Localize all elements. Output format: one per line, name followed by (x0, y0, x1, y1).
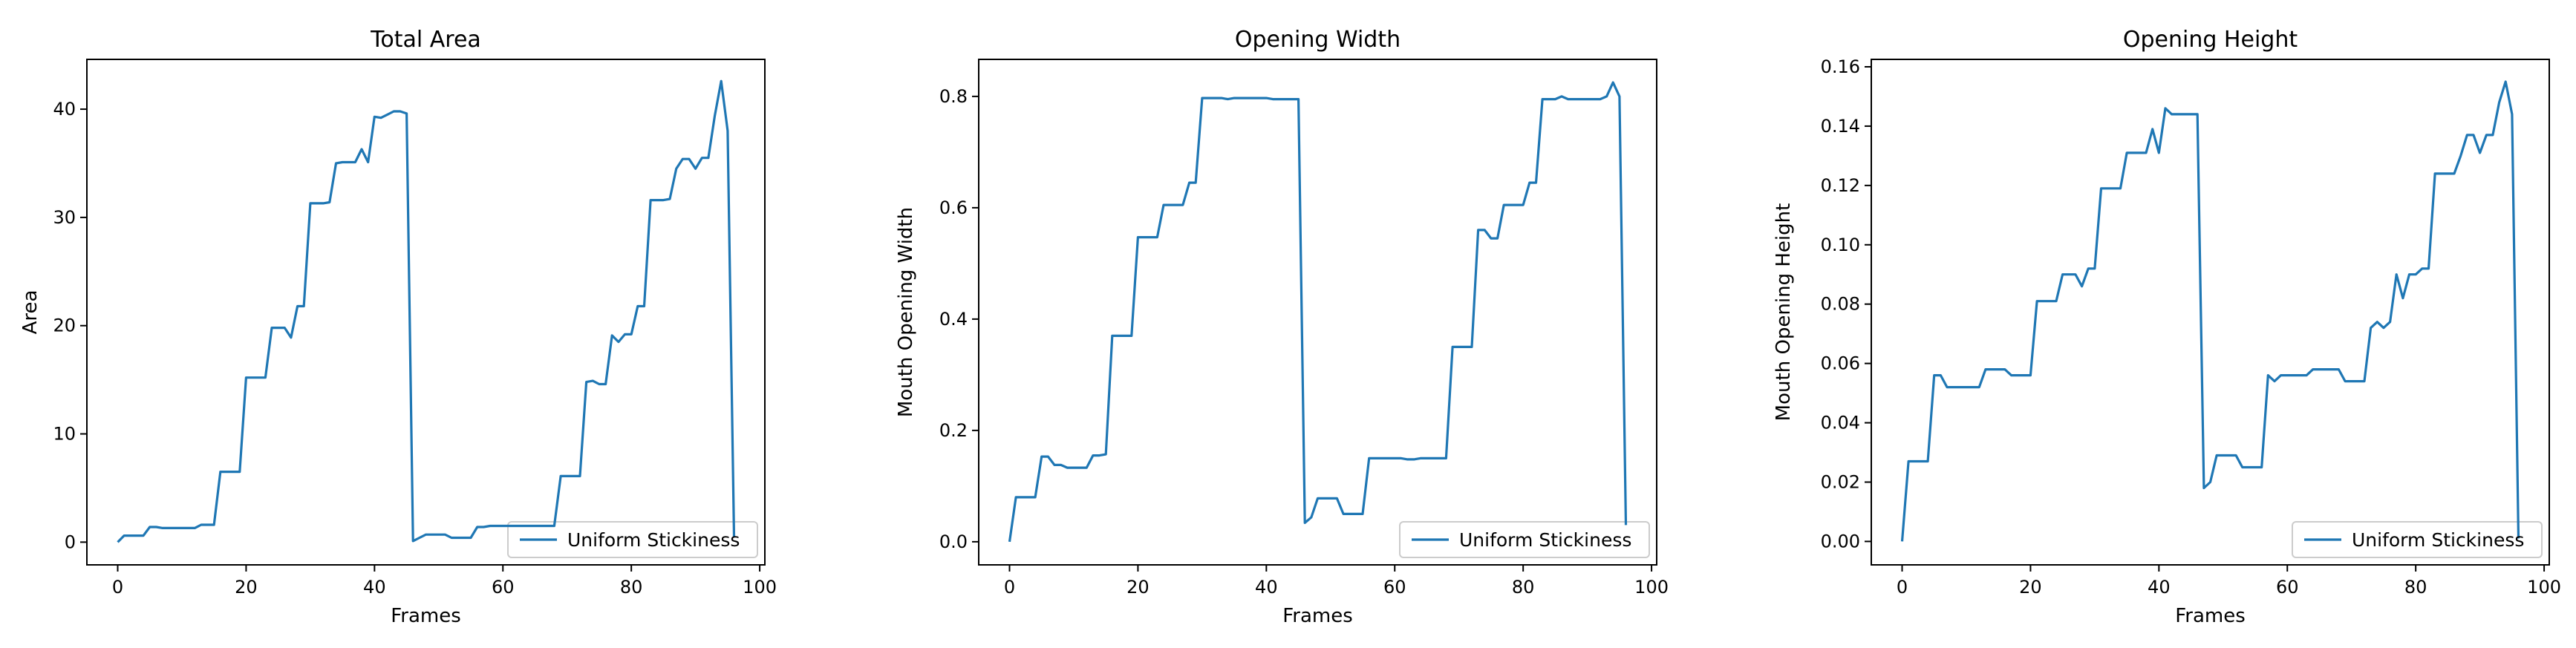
y-tick-label: 0.16 (1821, 56, 1860, 77)
x-tick-label: 100 (2527, 577, 2561, 598)
legend-box (507, 521, 758, 558)
y-tick-label: 0.4 (939, 309, 968, 330)
y-tick-label: 10 (53, 424, 76, 445)
x-tick-label: 100 (1634, 577, 1669, 598)
x-tick-label: 0 (112, 577, 123, 598)
x-tick-label: 20 (2019, 577, 2042, 598)
x-axis-label: Frames (391, 605, 461, 627)
x-tick-label: 40 (2148, 577, 2171, 598)
x-tick-label: 0 (1004, 577, 1015, 598)
x-tick-label: 20 (1126, 577, 1150, 598)
series-line (1008, 81, 1628, 543)
y-tick-label: 0.2 (939, 420, 968, 441)
chart-opening-width: Opening Width Frames Mouth Opening Width… (895, 27, 1669, 627)
y-tick-label: 0.8 (939, 86, 968, 107)
y-tick-label: 0.08 (1821, 294, 1860, 315)
y-tick-label: 0 (65, 531, 76, 552)
y-tick-label: 40 (53, 99, 76, 120)
x-tick-label: 20 (235, 577, 258, 598)
y-tick-label: 20 (53, 315, 76, 336)
x-tick-label: 80 (1512, 577, 1535, 598)
y-tick-label: 0.0 (939, 531, 968, 552)
series-line (1900, 80, 2520, 542)
y-axis-label: Mouth Opening Width (895, 207, 917, 417)
x-tick-label: 60 (2276, 577, 2299, 598)
axes-frame (86, 59, 766, 566)
legend-box (1399, 521, 1650, 558)
x-tick-label: 0 (1897, 577, 1908, 598)
y-axis-label: Area (19, 290, 42, 335)
legend-label: Uniform Stickiness (567, 529, 740, 551)
legend-label: Uniform Stickiness (1459, 529, 1631, 551)
y-tick-label: 0.04 (1821, 413, 1860, 433)
legend-box (2292, 521, 2543, 558)
x-tick-label: 80 (2404, 577, 2427, 598)
x-axis-label: Frames (1282, 605, 1353, 627)
y-tick-label: 0.14 (1821, 116, 1860, 137)
x-axis-label: Frames (2175, 605, 2246, 627)
axes-frame (1871, 59, 2550, 566)
y-tick-label: 30 (53, 207, 76, 228)
chart-title: Opening Height (2123, 27, 2298, 53)
y-tick-label: 0.02 (1821, 471, 1860, 492)
chart-title: Opening Width (1235, 27, 1401, 53)
y-tick-label: 0.12 (1821, 175, 1860, 196)
chart-opening-height: Opening Height Frames Mouth Opening Heig… (1773, 27, 2561, 627)
series-line (117, 79, 736, 543)
x-tick-label: 100 (743, 577, 777, 598)
chart-total-area: Total Area Frames Area 0 20 40 60 80 100 0 10 20… (19, 27, 777, 627)
y-tick-label: 0.10 (1821, 235, 1860, 255)
x-tick-label: 60 (492, 577, 515, 598)
y-tick-label: 0.06 (1821, 353, 1860, 374)
y-axis-label: Mouth Opening Height (1773, 203, 1795, 422)
x-tick-label: 60 (1383, 577, 1406, 598)
x-tick-label: 40 (1255, 577, 1278, 598)
legend-label: Uniform Stickiness (2352, 529, 2524, 551)
x-tick-label: 80 (620, 577, 643, 598)
x-tick-label: 40 (363, 577, 386, 598)
chart-title: Total Area (370, 27, 481, 53)
y-tick-label: 0.00 (1821, 531, 1860, 552)
y-tick-label: 0.6 (939, 197, 968, 218)
axes-frame (978, 59, 1657, 566)
